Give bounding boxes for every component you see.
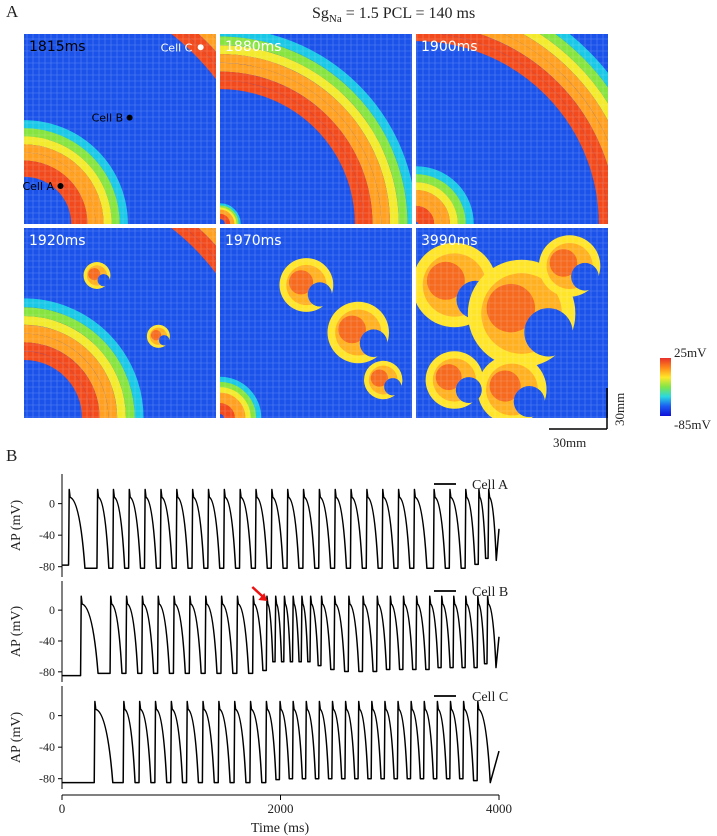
red-arrow-head [258, 593, 268, 601]
cell-c-marker: Cell C [161, 41, 204, 54]
trace-panel: 0 -40 -80 AP (mV) Cell B [9, 581, 508, 682]
snapshot-time-label: 3990ms [421, 233, 478, 249]
snapshot-time-label: 1970ms [225, 233, 282, 249]
snapshot-time-label: 1815ms [29, 39, 86, 55]
colorbar-min-label: -85mV [674, 417, 711, 432]
panel-a-letter: A [6, 2, 19, 21]
ap-trace [62, 488, 500, 570]
x-tick-label: 0 [59, 801, 66, 816]
snapshot-panel: 1815ms [24, 34, 216, 224]
panel-a-title: SgNa = 1.5 PCL = 140 ms [312, 5, 475, 25]
y-tick-label: -80 [39, 560, 55, 574]
x-tick-label: 2000 [268, 801, 294, 816]
ap-trace [62, 700, 500, 784]
trace-panel: 0 -40 -80 AP (mV) Cell A [9, 474, 509, 577]
y-tick-label: -80 [39, 665, 55, 679]
x-axis-label: Time (ms) [251, 821, 310, 836]
colorbar [660, 358, 671, 416]
y-axis-label: AP (mV) [9, 712, 24, 764]
title-rest: = 1.5 PCL = 140 ms [342, 5, 475, 22]
x-tick-label: 4000 [486, 801, 512, 816]
cell-a-label: Cell A [22, 180, 54, 193]
x-axis: 0 2000 4000 [59, 794, 512, 816]
y-tick-label: 0 [49, 709, 55, 723]
snapshot-panel: 3990ms [416, 228, 608, 418]
y-tick-label: 0 [49, 603, 55, 617]
cell-b-label: Cell B [92, 112, 124, 125]
snapshot-panel: 1970ms [220, 228, 412, 418]
legend-label: Cell C [472, 690, 508, 705]
scale-bar-y-label: 30mm [612, 393, 627, 426]
snapshot-panel: 1920ms [24, 228, 216, 418]
panel-b-letter: B [6, 446, 17, 465]
title-prefix: Sg [312, 5, 329, 22]
y-axis-label: AP (mV) [9, 606, 24, 658]
snapshot-panel: 1900ms [416, 34, 608, 224]
snapshot-time-label: 1880ms [225, 39, 282, 55]
trace-panel: 0 -40 -80 AP (mV) Cell C [9, 686, 508, 789]
trace-plots: 0 -40 -80 AP (mV) Cell A 0 -40 -80 AP (mV) Cell B… [9, 474, 512, 816]
cell-c-label: Cell C [161, 41, 193, 54]
snapshot-grid: 1815ms 1880ms 1900ms 1920ms 1970ms 3990ms Cell… [22, 34, 608, 418]
snapshot-time-label: 1900ms [421, 39, 478, 55]
cell-b-marker: Cell B [92, 112, 133, 125]
snapshot-panel: 1880ms [220, 34, 412, 224]
snapshot-time-label: 1920ms [29, 233, 86, 249]
y-tick-label: 0 [49, 497, 55, 511]
cell-a-marker: Cell A [22, 180, 64, 193]
ap-trace [62, 595, 500, 677]
y-tick-label: -80 [39, 772, 55, 786]
scale-bar-x-label: 30mm [553, 435, 586, 450]
legend-entry: Cell A [434, 478, 509, 493]
y-tick-label: -40 [39, 634, 55, 648]
legend-entry: Cell B [434, 585, 508, 600]
scale-bar: 30mm 30mm [549, 388, 627, 450]
legend-entry: Cell C [434, 690, 508, 705]
colorbar-max-label: 25mV [674, 345, 707, 360]
legend-label: Cell A [472, 478, 509, 493]
y-axis-label: AP (mV) [9, 500, 24, 552]
y-tick-label: -40 [39, 528, 55, 542]
y-tick-label: -40 [39, 740, 55, 754]
title-subscript: Na [329, 13, 342, 25]
legend-label: Cell B [472, 585, 508, 600]
